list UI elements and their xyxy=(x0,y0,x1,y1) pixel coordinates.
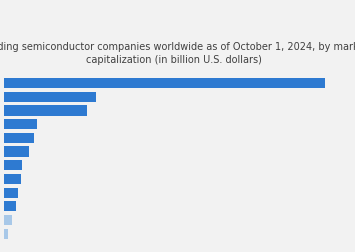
Bar xyxy=(4,133,34,143)
Bar xyxy=(4,106,87,116)
Bar xyxy=(4,174,21,184)
Bar xyxy=(4,79,325,89)
Bar xyxy=(4,119,37,130)
Bar xyxy=(4,92,97,103)
Bar xyxy=(4,229,9,239)
Bar xyxy=(4,147,29,157)
Bar xyxy=(4,215,12,225)
Bar xyxy=(4,188,18,198)
Title: Leading semiconductor companies worldwide as of October 1, 2024, by market
capit: Leading semiconductor companies worldwid… xyxy=(0,42,355,64)
Bar xyxy=(4,161,22,171)
Bar xyxy=(4,201,16,212)
